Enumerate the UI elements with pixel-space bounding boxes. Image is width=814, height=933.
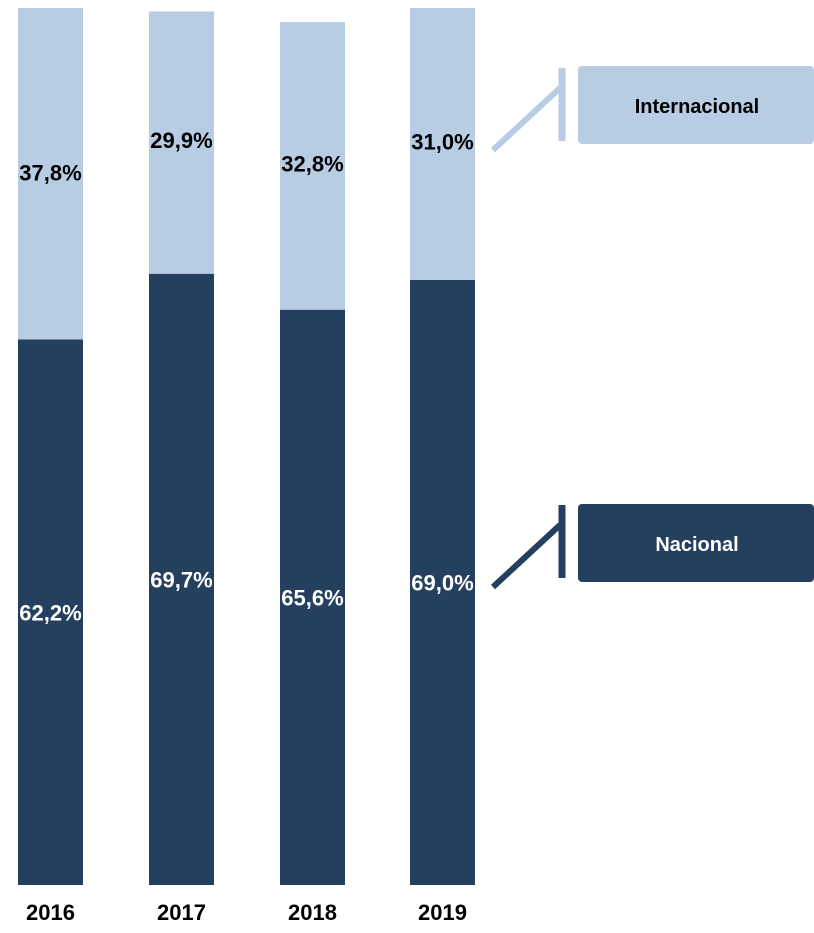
legend-connector-nacional <box>490 522 563 590</box>
value-label-internacional-2018: 32,8% <box>281 152 343 177</box>
legend-box-nacional <box>578 504 814 582</box>
bar-nacional-2017 <box>149 273 214 886</box>
bar-internacional-2019 <box>410 8 475 280</box>
bars-group <box>18 8 475 886</box>
x-tick-label-2016: 2016 <box>26 900 75 925</box>
bar-internacional-2016 <box>18 8 83 340</box>
legend-label-internacional: Internacional <box>635 96 759 118</box>
legend-box-internacional <box>578 66 814 144</box>
x-tick-label-2017: 2017 <box>157 900 206 925</box>
value-label-internacional-2019: 31,0% <box>411 129 473 154</box>
bar-internacional-2018 <box>280 22 345 310</box>
bar-internacional-2017 <box>149 11 214 274</box>
value-label-internacional-2017: 29,9% <box>150 128 212 153</box>
x-tick-label-2019: 2019 <box>418 900 467 925</box>
value-label-nacional-2017: 69,7% <box>150 567 212 592</box>
legend-label-nacional: Nacional <box>655 534 738 556</box>
bar-nacional-2019 <box>410 279 475 885</box>
legend-connector-internacional <box>490 85 563 153</box>
bar-nacional-2018 <box>280 309 345 885</box>
legend: Internacional Nacional <box>490 66 814 590</box>
value-labels-group: 37,8% 62,2% 29,9% 69,7% 32,8% 65,6% 31,0% 69,0% <box>19 128 473 625</box>
value-label-nacional-2019: 69,0% <box>411 570 473 595</box>
x-axis-labels: 2016 2017 2018 2019 <box>26 900 467 925</box>
value-label-nacional-2016: 62,2% <box>19 600 81 625</box>
value-label-internacional-2016: 37,8% <box>19 160 81 185</box>
bar-nacional-2016 <box>18 339 83 886</box>
value-label-nacional-2018: 65,6% <box>281 585 343 610</box>
x-tick-label-2018: 2018 <box>288 900 337 925</box>
